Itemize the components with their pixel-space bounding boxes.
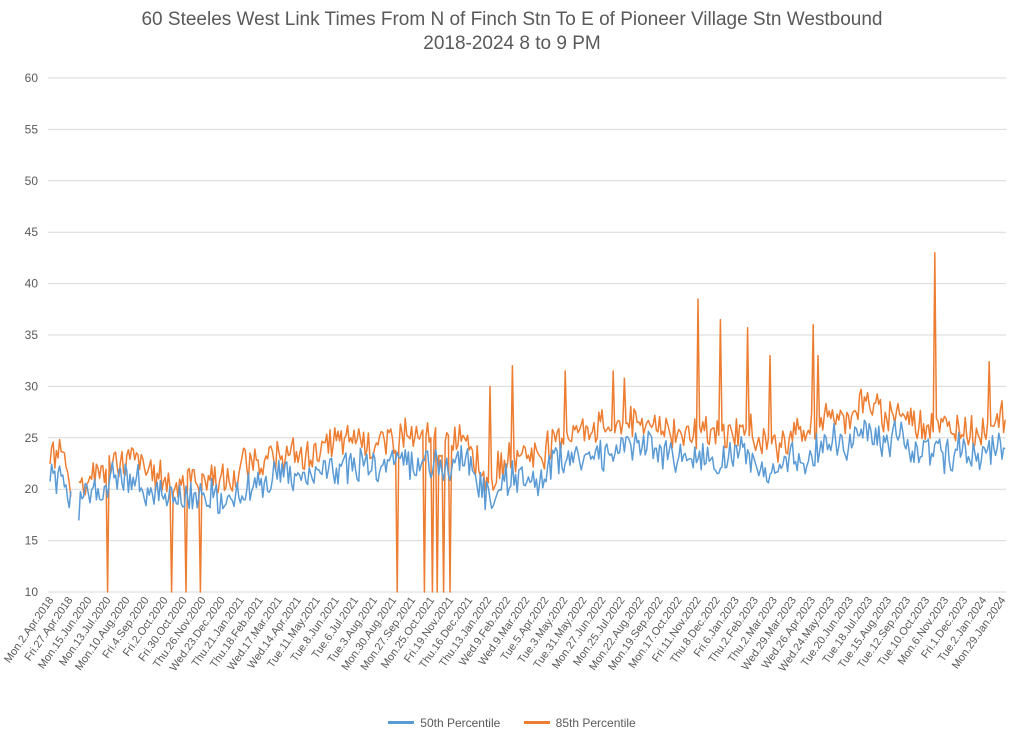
y-tick-label: 35	[25, 328, 39, 342]
legend-label-50th: 50th Percentile	[420, 715, 501, 730]
legend-swatch-85th	[523, 721, 550, 724]
y-tick-label: 20	[25, 482, 39, 496]
y-tick-label: 40	[25, 277, 39, 291]
y-tick-label: 15	[25, 534, 39, 548]
plot-area	[49, 252, 1006, 593]
y-tick-label: 45	[25, 225, 39, 239]
series-line-85th-percentile	[49, 252, 1006, 593]
y-tick-label: 55	[25, 122, 39, 136]
chart-title-block: 60 Steeles West Link Times From N of Fin…	[0, 8, 1024, 56]
gridlines	[48, 77, 1006, 593]
chart-subtitle: 2018-2024 8 to 9 PM	[423, 33, 601, 54]
y-tick-label: 60	[25, 71, 39, 85]
y-tick-label: 10	[25, 585, 39, 599]
legend-item-50th: 50th Percentile	[388, 716, 500, 730]
series-line-50th-percentile	[49, 419, 1006, 521]
legend-item-85th: 85th Percentile	[523, 715, 636, 730]
y-tick-label: 25	[25, 431, 39, 445]
x-axis: Mon.2.Apr.2018Fri.27.Apr.2018Mon.15.Jun.…	[2, 595, 1008, 674]
chart-title: 60 Steeles West Link Times From N of Fin…	[141, 9, 883, 30]
y-tick-label: 30	[25, 379, 39, 393]
legend: 50th Percentile 85th Percentile	[0, 713, 1024, 730]
y-axis: 10 15 20 25 30 35 40 45 50 55 60	[25, 71, 39, 599]
legend-swatch-50th	[388, 721, 415, 724]
y-tick-label: 50	[25, 174, 39, 188]
legend-label-85th: 85th Percentile	[555, 715, 636, 730]
